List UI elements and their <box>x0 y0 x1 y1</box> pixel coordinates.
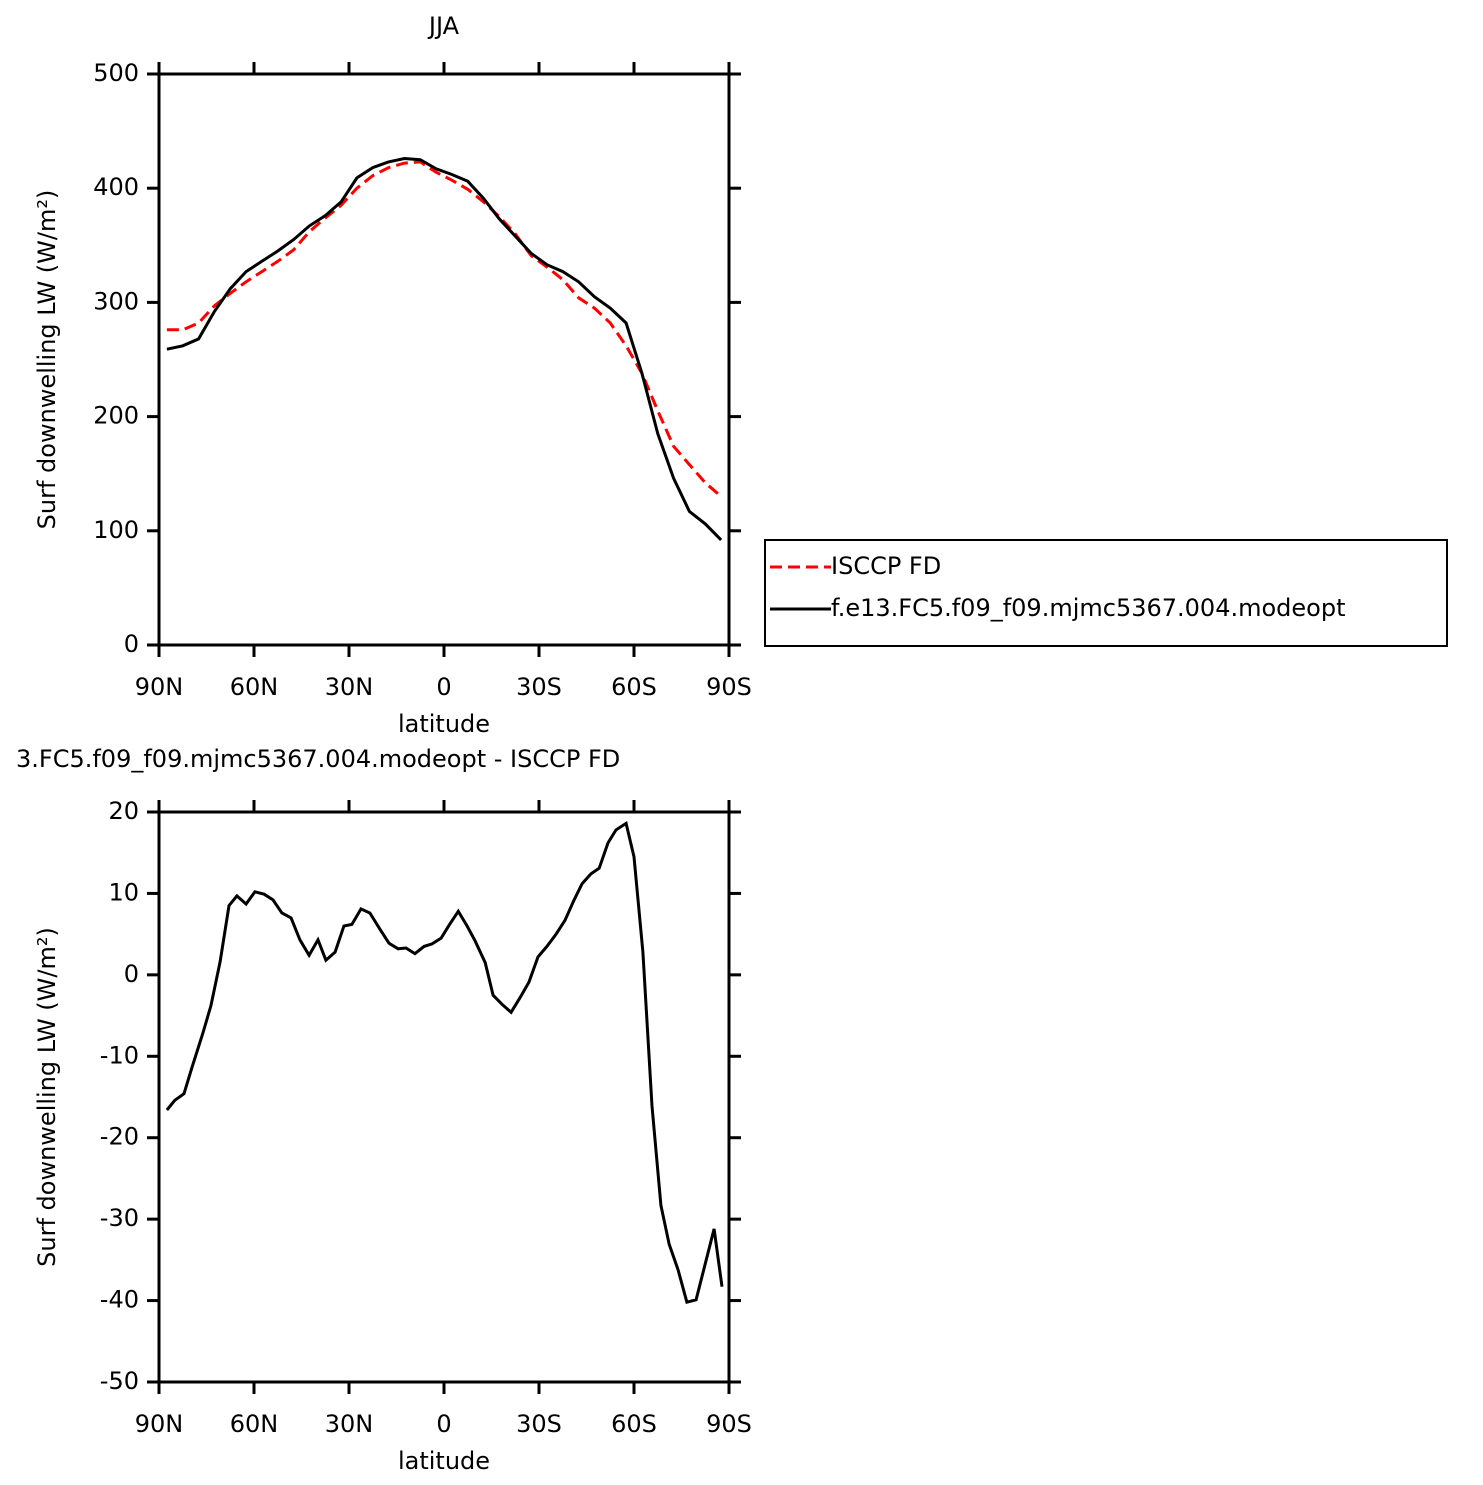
x-tick-label: 30S <box>516 1410 562 1438</box>
chart-title: 3.FC5.f09_f09.mjmc5367.004.modeopt - ISC… <box>16 745 620 773</box>
x-tick-label: 90S <box>706 673 752 701</box>
y-tick-label: 500 <box>93 59 139 87</box>
x-tick-label: 60S <box>611 673 657 701</box>
data-line <box>165 820 724 1305</box>
y-tick-label: 0 <box>124 960 139 988</box>
x-tick-label: 0 <box>436 1410 451 1438</box>
x-tick-label: 0 <box>436 673 451 701</box>
x-tick-label: 60N <box>230 1410 279 1438</box>
x-tick-label: 30N <box>325 1410 374 1438</box>
y-tick-label: 300 <box>93 287 139 315</box>
y-axis-label: Surf downwelling LW (W/m²) <box>33 190 61 530</box>
y-tick-label: 20 <box>108 797 139 825</box>
y-axis-label: Surf downwelling LW (W/m²) <box>33 927 61 1267</box>
legend-box <box>764 539 1448 647</box>
x-tick-label: 60S <box>611 1410 657 1438</box>
x-axis-label: latitude <box>398 1447 490 1475</box>
y-tick-label: 400 <box>93 173 139 201</box>
x-tick-label: 90S <box>706 1410 752 1438</box>
x-axis-label: latitude <box>398 710 490 738</box>
data-line <box>166 156 723 541</box>
y-tick-label: 100 <box>93 516 139 544</box>
x-tick-label: 90N <box>135 1410 184 1438</box>
x-tick-label: 90N <box>135 673 184 701</box>
y-tick-label: 0 <box>124 630 139 658</box>
plot-frame <box>157 72 731 647</box>
y-tick-label: -40 <box>100 1286 139 1314</box>
y-tick-label: -50 <box>100 1367 139 1395</box>
y-tick-label: -30 <box>100 1204 139 1232</box>
x-tick-label: 30S <box>516 673 562 701</box>
legend-label: f.e13.FC5.f09_f09.mjmc5367.004.modeopt <box>831 594 1346 622</box>
x-tick-label: 60N <box>230 673 279 701</box>
y-tick-label: -10 <box>100 1041 139 1069</box>
y-tick-label: 200 <box>93 402 139 430</box>
data-line <box>166 160 723 498</box>
x-tick-label: 30N <box>325 673 374 701</box>
y-tick-label: -20 <box>100 1123 139 1151</box>
y-tick-label: 10 <box>108 878 139 906</box>
plot-frame <box>157 810 731 1384</box>
legend-label: ISCCP FD <box>831 552 941 580</box>
chart-title: JJA <box>427 12 460 40</box>
